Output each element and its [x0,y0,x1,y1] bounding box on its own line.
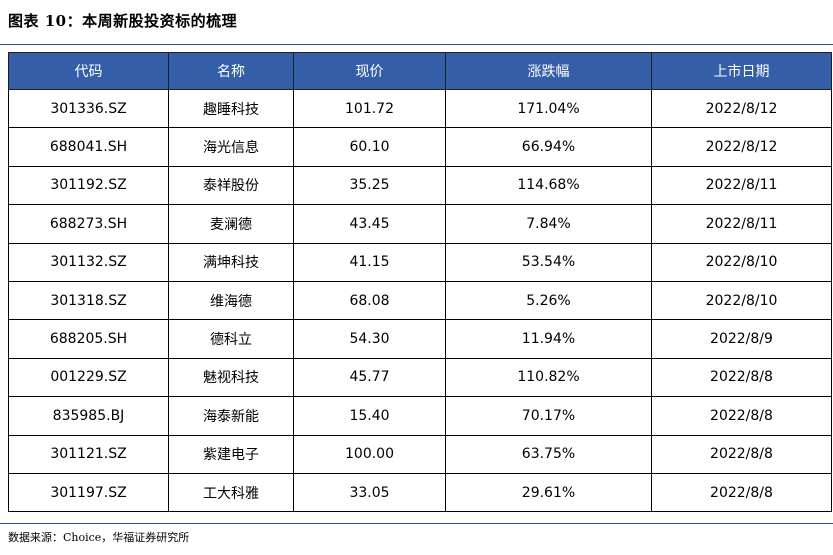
cell-change: 114.68% [445,165,652,206]
table-header-row: 代码 名称 现价 涨跌幅 上市日期 [8,52,832,90]
cell-code: 301121.SZ [8,434,169,474]
cell-name: 海光信息 [168,127,294,167]
cell-change: 110.82% [445,357,652,398]
table-row: 301132.SZ 满坤科技 41.15 53.54% 2022/8/10 [8,242,832,282]
cell-code: 688205.SH [8,319,169,359]
cell-name: 维海德 [168,280,294,321]
cell-change: 11.94% [445,319,652,359]
source-divider [0,523,833,524]
cell-listing-date: 2022/8/8 [651,434,832,474]
cell-code: 301197.SZ [8,472,169,513]
header-listing-date: 上市日期 [651,52,832,90]
cell-code: 688273.SH [8,204,169,244]
cell-change: 66.94% [445,127,652,167]
cell-price: 68.08 [293,280,446,321]
cell-price: 41.15 [293,242,446,282]
cell-code: 688041.SH [8,127,169,167]
cell-name: 趣睡科技 [168,88,294,129]
cell-change: 29.61% [445,472,652,513]
cell-name: 魅视科技 [168,357,294,398]
cell-code: 301192.SZ [8,165,169,206]
cell-code: 301336.SZ [8,88,169,129]
table-row: 301192.SZ 泰祥股份 35.25 114.68% 2022/8/11 [8,165,832,206]
table-row: 001229.SZ 魅视科技 45.77 110.82% 2022/8/8 [8,357,832,398]
header-name: 名称 [168,52,294,90]
cell-listing-date: 2022/8/11 [651,165,832,206]
cell-listing-date: 2022/8/12 [651,127,832,167]
cell-listing-date: 2022/8/10 [651,242,832,282]
cell-name: 满坤科技 [168,242,294,282]
cell-listing-date: 2022/8/10 [651,280,832,321]
cell-price: 100.00 [293,434,446,474]
cell-listing-date: 2022/8/11 [651,204,832,244]
table-row: 301121.SZ 紫建电子 100.00 63.75% 2022/8/8 [8,434,832,474]
cell-price: 35.25 [293,165,446,206]
table-row: 301197.SZ 工大科雅 33.05 29.61% 2022/8/8 [8,472,832,513]
cell-change: 53.54% [445,242,652,282]
table-row: 688041.SH 海光信息 60.10 66.94% 2022/8/12 [8,127,832,167]
cell-code: 301132.SZ [8,242,169,282]
cell-code: 301318.SZ [8,280,169,321]
header-change: 涨跌幅 [445,52,652,90]
stock-table: 代码 名称 现价 涨跌幅 上市日期 301336.SZ 趣睡科技 101.72 … [8,52,832,513]
cell-name: 麦澜德 [168,204,294,244]
table-row: 301336.SZ 趣睡科技 101.72 171.04% 2022/8/12 [8,88,832,129]
cell-price: 60.10 [293,127,446,167]
cell-listing-date: 2022/8/12 [651,88,832,129]
cell-name: 德科立 [168,319,294,359]
cell-code: 001229.SZ [8,357,169,398]
cell-change: 5.26% [445,280,652,321]
cell-change: 70.17% [445,396,652,436]
cell-code: 835985.BJ [8,396,169,436]
cell-price: 33.05 [293,472,446,513]
header-code: 代码 [8,52,169,90]
figure-title: 图表 10：本周新股投资标的梳理 [8,12,238,30]
source-note: 数据来源：Choice，华福证券研究所 [8,531,190,544]
cell-listing-date: 2022/8/9 [651,319,832,359]
table-row: 688273.SH 麦澜德 43.45 7.84% 2022/8/11 [8,204,832,244]
cell-change: 7.84% [445,204,652,244]
cell-listing-date: 2022/8/8 [651,396,832,436]
header-price: 现价 [293,52,446,90]
cell-name: 海泰新能 [168,396,294,436]
cell-name: 紫建电子 [168,434,294,474]
cell-name: 泰祥股份 [168,165,294,206]
table-row: 301318.SZ 维海德 68.08 5.26% 2022/8/10 [8,280,832,321]
cell-listing-date: 2022/8/8 [651,472,832,513]
cell-price: 15.40 [293,396,446,436]
cell-price: 54.30 [293,319,446,359]
cell-price: 101.72 [293,88,446,129]
cell-price: 45.77 [293,357,446,398]
cell-name: 工大科雅 [168,472,294,513]
cell-listing-date: 2022/8/8 [651,357,832,398]
cell-price: 43.45 [293,204,446,244]
cell-change: 171.04% [445,88,652,129]
title-divider [0,44,833,45]
table-row: 835985.BJ 海泰新能 15.40 70.17% 2022/8/8 [8,396,832,436]
cell-change: 63.75% [445,434,652,474]
table-row: 688205.SH 德科立 54.30 11.94% 2022/8/9 [8,319,832,359]
